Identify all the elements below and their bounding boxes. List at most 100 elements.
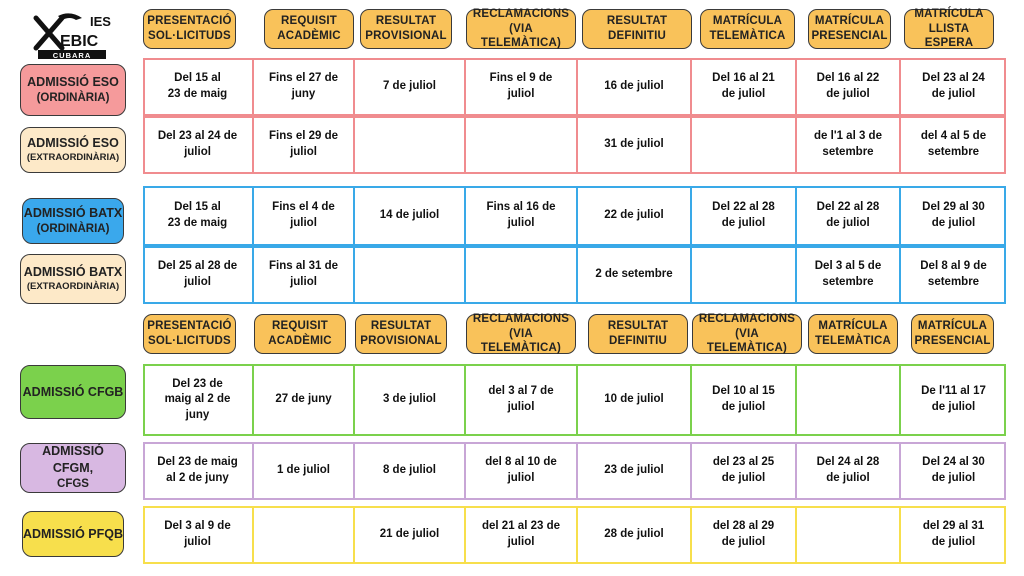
schedule-cell-r6c8-line-1: Del 24 al 30 <box>922 456 985 469</box>
row-label-1: ADMISSIÓ ESO (ORDINÀRIA) <box>20 64 126 116</box>
column-header-b-5-line-2: DEFINITIU <box>608 335 668 347</box>
schedule-cell-r2c7-line-1: de l'1 al 3 de <box>814 130 882 143</box>
schedule-cell: Fins el 4 de juliol <box>254 186 355 246</box>
schedule-cell-r5c8-line-1: De l'11 al 17 <box>921 385 986 398</box>
row-label-7: ADMISSIÓ PFQB <box>22 511 124 557</box>
schedule-cell-r2c7-line-2: setembre <box>822 146 874 158</box>
schedule-cell <box>692 246 797 304</box>
schedule-cell: Del 3 al 9 de juliol <box>143 506 254 564</box>
schedule-cell-r3c1-line-2: 23 de maig <box>167 217 228 229</box>
row-label-5: ADMISSIÓ CFGB <box>20 365 126 419</box>
schedule-cell <box>797 364 901 436</box>
column-header-3-line-2: PROVISIONAL <box>365 30 447 42</box>
schedule-row-2 <box>143 116 1006 174</box>
schedule-cell <box>466 116 578 174</box>
schedule-cell-r5c6-line-2: de juliol <box>721 401 766 413</box>
column-header-b-6-line-1: RECLAMACIONS <box>698 312 796 325</box>
schedule-cell: Del 3 al 5 de setembre <box>797 246 901 304</box>
row-label-6: ADMISSIÓ CFGM, CFGS <box>20 443 126 493</box>
row-label-3-line-1: ADMISSIÓ BATX <box>23 205 123 220</box>
schedule-cell: 7 de juliol <box>355 58 466 116</box>
schedule-cell-r1c7-line-2: de juliol <box>826 88 870 100</box>
schedule-cell: Fins al 31 de juliol <box>254 246 355 304</box>
schedule-cell-r5c1-line-3: juny <box>185 408 210 421</box>
schedule-cell-r1c1-line-2: 23 de maig <box>167 88 228 100</box>
schedule-cell: 27 de juny <box>254 364 355 436</box>
column-header-b-4-line-1: RECLAMACIONS <box>472 312 570 325</box>
schedule-cell-r5c3-line-1: 3 de juliol <box>382 393 437 406</box>
column-header-4: RECLAMACIONS (VIA TELEMÀTICA) <box>466 8 576 49</box>
schedule-cell-r4c8-line-1: Del 8 al 9 de <box>920 260 987 273</box>
schedule-cell: del 29 al 31 de juliol <box>901 506 1006 564</box>
schedule-cell-r1c2-line-2: juny <box>291 88 316 100</box>
schedule-cell-r5c1-line-2: maig al 2 de <box>164 393 231 406</box>
schedule-cell-r3c2-line-1: Fins el 4 de <box>272 201 335 214</box>
schedule-cell-r4c8-line-2: setembre <box>927 276 980 288</box>
schedule-cell: del 28 al 29 de juliol <box>692 506 797 564</box>
row-label-2: ADMISSIÓ ESO (EXTRAORDINÀRIA) <box>20 127 126 173</box>
schedule-cell-r6c4-line-1: del 8 al 10 de <box>485 456 557 469</box>
column-header-b-1-line-1: PRESENTACIÓ <box>147 320 232 333</box>
column-header-7: MATRÍCULA PRESENCIAL <box>808 9 891 49</box>
schedule-cell-r6c5-line-1: 23 de juliol <box>604 464 664 477</box>
schedule-cell: Del 16 al 22 de juliol <box>797 58 901 116</box>
column-header-b-7-line-2: TELEMÀTICA <box>814 335 892 347</box>
schedule-cell: Del 23 al 24 de juliol <box>143 116 254 174</box>
schedule-cell-r1c1-line-1: Del 15 al <box>174 72 221 85</box>
schedule-cell: Del 24 al 30 de juliol <box>901 442 1006 500</box>
schedule-cell-r2c8-line-2: setembre <box>927 146 980 158</box>
column-header-b-7-line-1: MATRÍCULA <box>818 320 888 333</box>
schedule-cell-r5c4-line-2: juliol <box>507 401 535 413</box>
schedule-cell: Del 25 al 28 de juliol <box>143 246 254 304</box>
column-header-b-8-line-1: MATRÍCULA <box>917 320 988 333</box>
schedule-cell: Del 15 al 23 de maig <box>143 58 254 116</box>
schedule-cell-r3c5-line-1: 22 de juliol <box>604 209 664 222</box>
schedule-cell: Del 23 de maig al 2 de juny <box>143 364 254 436</box>
schedule-cell-r1c8-line-1: Del 23 al 24 <box>922 72 985 85</box>
schedule-cell: 8 de juliol <box>355 442 466 500</box>
schedule-cell-r7c6-line-2: de juliol <box>721 536 766 548</box>
schedule-cell-r3c7-line-1: Del 22 al 28 <box>816 201 880 214</box>
schedule-cell-r7c8-line-2: de juliol <box>931 536 976 548</box>
schedule-cell-r2c2-line-2: juliol <box>290 146 317 158</box>
row-label-7-line-1: ADMISSIÓ PFQB <box>23 526 124 541</box>
schedule-cell-r5c4-line-1: del 3 al 7 de <box>488 385 554 398</box>
schedule-cell-r4c1-line-1: Del 25 al 28 de <box>157 260 238 273</box>
row-label-6-line-2: CFGS <box>57 478 89 491</box>
schedule-cell-r5c5-line-1: 10 de juliol <box>604 393 664 406</box>
schedule-cell-r3c7-line-2: de juliol <box>826 217 870 229</box>
schedule-cell: 22 de juliol <box>578 186 692 246</box>
schedule-cell: De l'11 al 17 de juliol <box>901 364 1006 436</box>
schedule-cell-r1c4-line-1: Fins el 9 de <box>489 72 553 85</box>
row-label-3: ADMISSIÓ BATX (ORDINÀRIA) <box>22 198 124 244</box>
row-label-4-line-1: ADMISSIÓ BATX <box>23 265 123 280</box>
column-header-b-1: PRESENTACIÓ SOL·LICITUDS <box>143 314 236 354</box>
schedule-cell-r6c7-line-1: Del 24 al 28 <box>816 456 880 469</box>
schedule-cell-r2c1-line-1: Del 23 al 24 de <box>157 130 238 143</box>
schedule-cell-r6c2-line-1: 1 de juliol <box>276 464 331 477</box>
schedule-cell-r2c5-line-1: 31 de juliol <box>604 138 664 151</box>
schedule-cell-r4c5-line-1: 2 de setembre <box>595 268 673 281</box>
row-label-4: ADMISSIÓ BATX (EXTRAORDINÀRIA) <box>20 254 126 304</box>
column-header-b-2-line-2: ACADÈMIC <box>268 335 332 347</box>
schedule-cell-r3c1-line-1: Del 15 al <box>174 201 221 214</box>
schedule-cell-r4c2-line-2: juliol <box>290 276 317 288</box>
schedule-cell <box>355 116 466 174</box>
column-header-3-line-1: RESULTAT <box>375 15 437 28</box>
schedule-cell-r5c6-line-1: Del 10 al 15 <box>712 385 775 398</box>
schedule-cell-r7c5-line-1: 28 de juliol <box>604 528 664 541</box>
column-header-7-line-1: MATRÍCULA <box>814 15 885 28</box>
schedule-cell: 23 de juliol <box>578 442 692 500</box>
schedule-cell: 31 de juliol <box>578 116 692 174</box>
column-header-8: MATRÍCULA LLISTA ESPERA <box>904 8 994 49</box>
schedule-cell: 28 de juliol <box>578 506 692 564</box>
column-header-b-6-line-2: (VIA TELEMÀTICA) <box>706 327 788 355</box>
row-label-1-line-1: ADMISSIÓ ESO <box>27 74 119 89</box>
schedule-cell-r5c8-line-2: de juliol <box>931 401 976 413</box>
schedule-cell: 2 de setembre <box>578 246 692 304</box>
schedule-cell-r6c7-line-2: de juliol <box>826 472 870 484</box>
column-header-b-4-line-2: (VIA TELEMÀTICA) <box>480 327 562 355</box>
schedule-cell <box>355 246 466 304</box>
schedule-cell-r1c6-line-2: de juliol <box>721 88 766 100</box>
schedule-cell: de l'1 al 3 de setembre <box>797 116 901 174</box>
